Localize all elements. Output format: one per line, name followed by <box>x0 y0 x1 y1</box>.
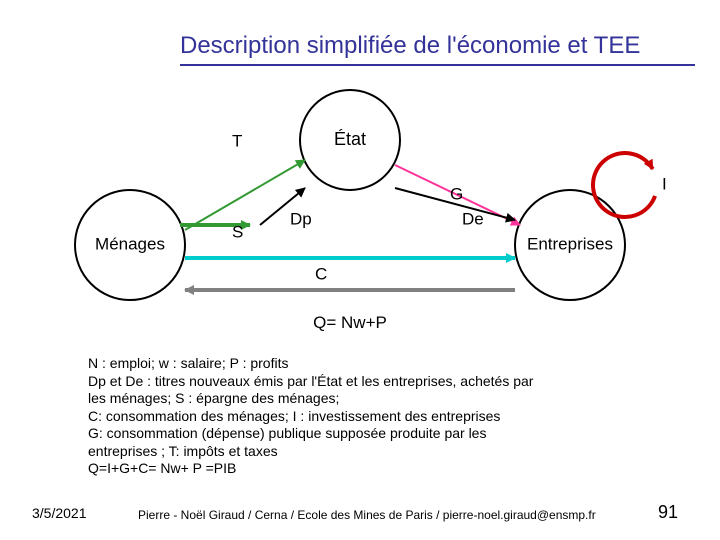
node-label-menages: Ménages <box>95 234 165 253</box>
self-loop-I <box>593 153 655 217</box>
self-loop-label-I: I <box>662 174 667 193</box>
footer-credit: Pierre - Noël Giraud / Cerna / Ecole des… <box>138 508 596 522</box>
legend-block: N : emploi; w : salaire; P : profitsDp e… <box>88 355 533 478</box>
legend-line: N : emploi; w : salaire; P : profits <box>88 355 533 373</box>
legend-line: C: consommation des ménages; I : investi… <box>88 408 533 426</box>
arrow-label-De: De <box>462 209 484 228</box>
footer-date: 3/5/2021 <box>32 505 87 521</box>
arrow-label-C: C <box>315 264 327 283</box>
legend-line: Dp et De : titres nouveaux émis par l'Ét… <box>88 373 533 391</box>
node-label-etat: État <box>334 129 366 149</box>
arrow-label-G: G <box>450 184 463 203</box>
arrow-label-Dp: Dp <box>290 209 312 228</box>
equation-label: Q= Nw+P <box>313 313 387 332</box>
legend-line: entreprises ; T: impôts et taxes <box>88 443 533 461</box>
legend-line: Q=I+G+C= Nw+ P =PIB <box>88 460 533 478</box>
node-label-entreprises: Entreprises <box>527 234 613 253</box>
slide: Description simplifiée de l'économie et … <box>0 0 720 540</box>
legend-line: les ménages; S : épargne des ménages; <box>88 390 533 408</box>
arrow-label-S: S <box>232 222 243 241</box>
page-number: 91 <box>658 502 678 523</box>
legend-line: G: consommation (dépense) publique suppo… <box>88 425 533 443</box>
arrow-T <box>185 160 305 230</box>
economy-diagram: État Ménages Entreprises T G S Dp De C I Q= Nw+P <box>0 0 720 410</box>
arrow-label-T: T <box>232 131 242 150</box>
